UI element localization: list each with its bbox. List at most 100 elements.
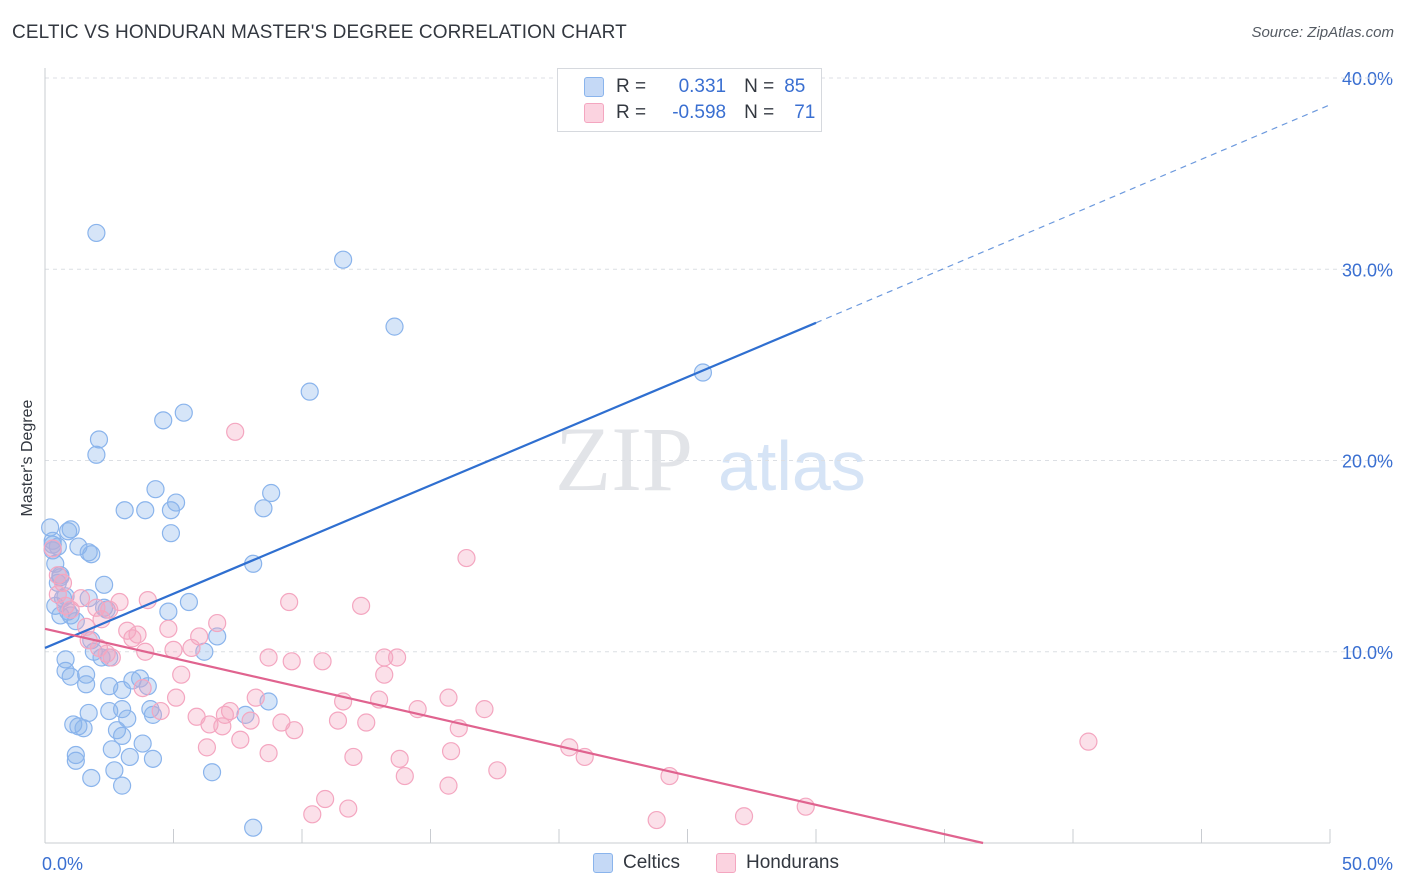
series-legend-hondurans: Hondurans <box>716 852 839 874</box>
data-point <box>66 745 85 765</box>
data-point <box>647 810 666 830</box>
data-point <box>375 665 394 684</box>
series-label-celtics: Celtics <box>623 852 681 873</box>
data-point <box>174 403 193 422</box>
data-point <box>226 422 245 441</box>
data-point <box>187 707 206 726</box>
data-point <box>146 480 165 499</box>
data-point <box>202 763 222 782</box>
data-point <box>95 575 114 594</box>
data-point <box>254 499 273 518</box>
data-point <box>159 602 178 621</box>
series-legend: Celtics Hondurans <box>0 852 1406 878</box>
data-point <box>303 805 322 824</box>
legend-r-label: R = <box>616 102 647 123</box>
data-point <box>105 761 124 780</box>
data-point <box>395 766 414 786</box>
data-point <box>61 520 80 539</box>
data-point <box>79 589 98 608</box>
data-point <box>213 717 232 736</box>
data-point <box>259 648 278 667</box>
y-tick-label: 40.0% <box>1342 69 1393 89</box>
data-point <box>128 625 147 644</box>
data-point <box>208 613 227 633</box>
data-point <box>112 700 132 719</box>
data-point <box>179 592 199 612</box>
chart-title: CELTIC VS HONDURAN MASTER'S DEGREE CORRE… <box>12 22 627 43</box>
y-tick-label: 30.0% <box>1342 260 1393 280</box>
data-point <box>89 430 109 449</box>
data-point <box>61 667 80 686</box>
legend-n-label: N = <box>744 102 775 123</box>
data-point <box>441 742 461 761</box>
data-point <box>115 501 134 520</box>
data-point <box>77 675 96 694</box>
data-point <box>352 596 371 615</box>
data-point <box>161 501 181 520</box>
series-swatch-hondurans <box>716 853 736 873</box>
data-point <box>282 652 301 671</box>
data-point <box>385 317 404 336</box>
data-point <box>259 744 278 763</box>
correlation-legend: R = 0.331 N = 85 R = -0.598 N = 71 <box>557 68 822 132</box>
data-point <box>262 483 281 503</box>
data-point <box>246 688 265 707</box>
data-point <box>1079 732 1098 751</box>
watermark-atlas: atlas <box>718 427 866 505</box>
data-point <box>79 543 98 562</box>
legend-n-label: N = <box>744 76 775 97</box>
data-point <box>43 539 62 558</box>
data-point <box>280 592 299 612</box>
legend-r-label: R = <box>616 76 647 97</box>
data-point <box>46 554 65 573</box>
data-point <box>208 627 227 646</box>
data-point <box>118 709 137 728</box>
legend-r-value: 0.331 <box>678 76 727 97</box>
data-point <box>439 776 458 795</box>
data-point <box>82 545 101 564</box>
data-point <box>244 818 263 837</box>
legend-n-value: 85 <box>784 76 806 97</box>
data-point <box>236 705 255 724</box>
legend-swatch-celtics <box>584 77 604 97</box>
data-point <box>77 665 96 684</box>
legend-row-hondurans: R = -0.598 N = 71 <box>584 100 815 126</box>
watermark-zip: ZIP <box>555 408 693 510</box>
data-point <box>74 719 93 738</box>
data-point <box>357 713 376 732</box>
data-point <box>53 573 73 593</box>
data-point <box>82 768 101 788</box>
data-point <box>56 661 75 680</box>
trend-line-hondurans <box>44 627 984 845</box>
data-point <box>120 747 139 767</box>
data-point <box>241 711 260 730</box>
data-point <box>43 535 62 554</box>
data-point <box>112 726 132 746</box>
data-point <box>334 250 353 269</box>
data-point <box>133 678 152 698</box>
y-tick-label: 20.0% <box>1342 452 1393 472</box>
data-point <box>475 700 494 719</box>
data-point <box>151 701 170 721</box>
legend-n-value: 71 <box>794 102 816 123</box>
legend-row-celtics: R = 0.331 N = 85 <box>584 74 805 100</box>
legend-swatch-hondurans <box>584 103 604 123</box>
data-point <box>197 738 217 757</box>
data-point <box>390 749 409 768</box>
series-label-hondurans: Hondurans <box>746 852 839 873</box>
data-point <box>87 223 106 243</box>
y-tick-label: 10.0% <box>1342 643 1393 663</box>
data-point <box>61 600 80 619</box>
data-point <box>59 522 78 541</box>
data-point <box>231 730 250 749</box>
data-point <box>488 761 507 780</box>
data-point <box>344 747 363 767</box>
data-point <box>285 721 304 740</box>
data-point <box>734 807 754 826</box>
data-point <box>172 665 191 684</box>
data-point <box>190 627 209 646</box>
data-point <box>66 612 85 631</box>
data-point <box>159 619 178 638</box>
data-point <box>215 705 234 724</box>
